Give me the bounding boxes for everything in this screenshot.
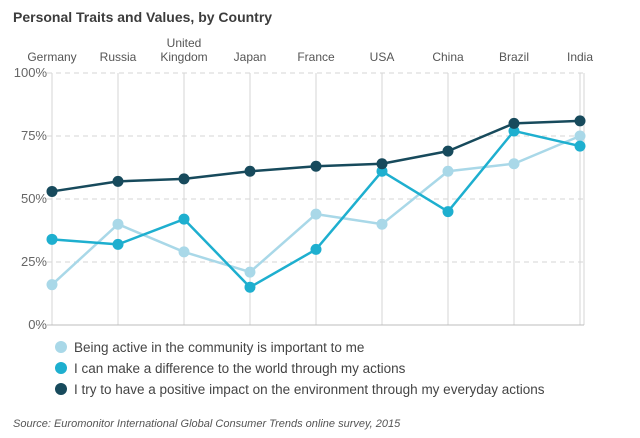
category-label: India bbox=[567, 50, 593, 64]
category-label: Germany bbox=[27, 50, 76, 64]
data-point bbox=[508, 158, 520, 170]
legend-label: I can make a difference to the world thr… bbox=[74, 361, 406, 376]
legend-marker bbox=[55, 383, 67, 395]
data-point bbox=[244, 281, 256, 293]
data-point bbox=[508, 117, 520, 129]
data-point bbox=[442, 206, 454, 218]
legend-marker bbox=[55, 341, 67, 353]
data-point bbox=[574, 115, 586, 127]
series bbox=[46, 115, 586, 293]
data-point bbox=[178, 173, 190, 185]
data-point bbox=[376, 165, 388, 177]
legend: Being active in the community is importa… bbox=[55, 340, 545, 397]
category-label: Brazil bbox=[499, 50, 529, 64]
chart-title: Personal Traits and Values, by Country bbox=[13, 9, 273, 25]
data-point bbox=[310, 160, 322, 172]
grid bbox=[47, 72, 585, 326]
category-label: Russia bbox=[100, 50, 137, 64]
data-point bbox=[442, 145, 454, 157]
data-point bbox=[112, 218, 124, 230]
legend-marker bbox=[55, 362, 67, 374]
data-point bbox=[178, 246, 190, 258]
category-label: France bbox=[297, 50, 335, 64]
data-point bbox=[178, 213, 190, 225]
data-point bbox=[376, 158, 388, 170]
data-point bbox=[574, 140, 586, 152]
data-point bbox=[46, 233, 58, 245]
data-point bbox=[376, 218, 388, 230]
y-tick-label: 75% bbox=[21, 128, 47, 143]
y-tick-label: 100% bbox=[14, 65, 48, 80]
data-point bbox=[46, 279, 58, 291]
data-point bbox=[508, 125, 520, 137]
category-label: United bbox=[167, 36, 202, 50]
data-point bbox=[244, 266, 256, 278]
data-point bbox=[112, 238, 124, 250]
legend-label: Being active in the community is importa… bbox=[74, 340, 364, 355]
y-tick-label: 50% bbox=[21, 191, 47, 206]
data-point bbox=[574, 130, 586, 142]
source-note: Source: Euromonitor International Global… bbox=[13, 418, 401, 430]
category-label: China bbox=[432, 50, 464, 64]
data-point bbox=[442, 165, 454, 177]
y-tick-label: 0% bbox=[28, 317, 47, 332]
y-tick-label: 25% bbox=[21, 254, 47, 269]
data-point bbox=[244, 165, 256, 177]
category-label: Kingdom bbox=[160, 50, 207, 64]
category-label: USA bbox=[370, 50, 395, 64]
data-point bbox=[46, 185, 58, 197]
legend-label: I try to have a positive impact on the e… bbox=[74, 382, 545, 397]
axes: 0% 25% 50% 75% 100%Germany Russia UnitedKingdo… bbox=[14, 36, 594, 332]
data-point bbox=[112, 175, 124, 187]
data-point bbox=[310, 243, 322, 255]
category-label: Japan bbox=[234, 50, 267, 64]
data-point bbox=[310, 208, 322, 220]
